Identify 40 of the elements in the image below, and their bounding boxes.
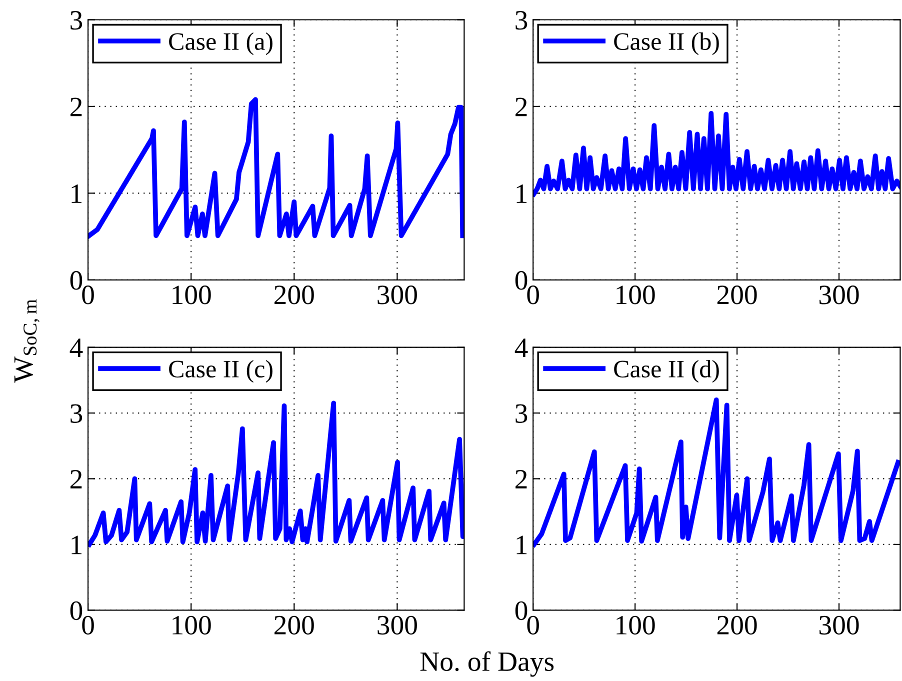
y-tick-label: 0: [70, 601, 82, 620]
x-tick-label: 200: [717, 286, 757, 304]
y-tick-label: 3: [516, 10, 528, 30]
y-tick-label: 4: [70, 338, 83, 357]
legend-label: Case II (a): [169, 32, 272, 56]
y-tick-label: 0: [515, 601, 528, 620]
line-series: [88, 97, 464, 238]
x-tick-label: 300: [820, 286, 859, 304]
legend-label: Case II (d): [614, 360, 719, 383]
y-tick-label: 2: [516, 98, 527, 116]
y-tick-label: 3: [70, 404, 82, 423]
x-tick-label: 200: [274, 616, 314, 635]
y-tick-label: 1: [516, 184, 527, 203]
y-tick-label: 2: [516, 470, 527, 488]
y-tick-label: 1: [516, 536, 527, 554]
y-tick-label: 1: [72, 536, 82, 554]
x-tick-label: 100: [172, 286, 211, 304]
y-tick-label: 3: [516, 404, 528, 423]
x-tick-label: 100: [172, 616, 211, 635]
legend-label: Case II (b): [614, 32, 719, 56]
line-series: [533, 110, 900, 196]
line-series: [533, 397, 900, 547]
x-axis-title: No. of Days: [420, 651, 554, 677]
y-tick-label: 1: [72, 184, 82, 203]
x-tick-label: 200: [274, 286, 314, 304]
x-tick-label: 300: [378, 286, 417, 304]
y-tick-label: 2: [70, 470, 82, 488]
y-tick-label: 3: [70, 10, 82, 30]
y-tick-label: 0: [70, 271, 82, 290]
x-tick-label: 100: [616, 616, 655, 635]
legend-label: Case II (c): [169, 360, 272, 383]
x-tick-label: 200: [717, 616, 757, 635]
y-axis-title: W$_{SoC,m}$: [14, 299, 40, 383]
y-tick-label: 2: [70, 98, 82, 116]
y-tick-label: 0: [515, 271, 528, 290]
x-tick-label: 100: [616, 286, 655, 304]
x-tick-label: 300: [378, 616, 417, 635]
y-tick-label: 4: [514, 338, 528, 357]
line-series: [88, 400, 464, 547]
x-tick-label: 300: [820, 616, 859, 635]
